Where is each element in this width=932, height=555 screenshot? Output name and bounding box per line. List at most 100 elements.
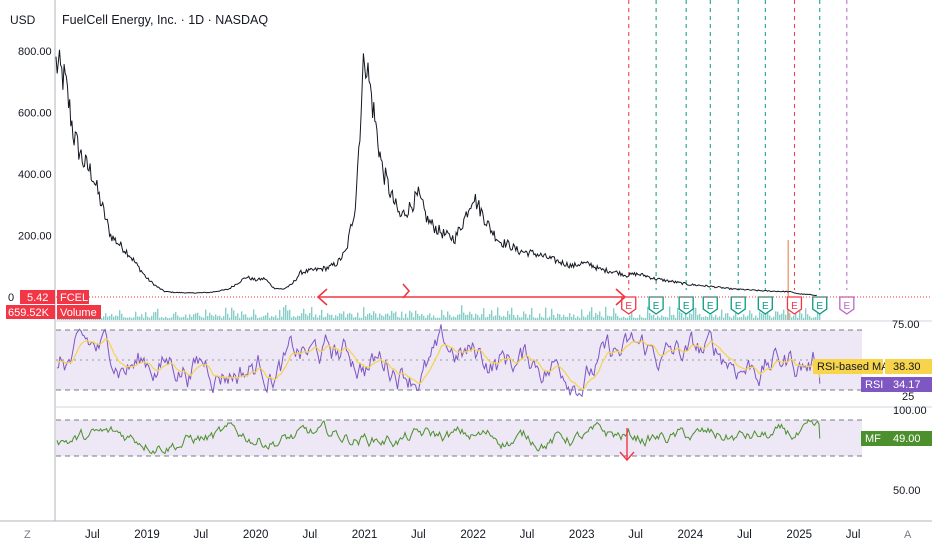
price-tick-label: 200.00: [18, 230, 52, 242]
price-tag-box: [20, 290, 55, 304]
volume-bar: [303, 308, 305, 320]
volume-bar: [583, 316, 585, 320]
mf-down-arrow-head: [619, 451, 635, 462]
volume-bar: [243, 314, 245, 320]
volume-bar: [783, 309, 785, 320]
volume-bar: [363, 307, 365, 320]
volume-bar: [681, 312, 683, 320]
volume-bar: [513, 314, 515, 320]
volume-bar: [297, 315, 299, 320]
volume-bar: [153, 312, 155, 320]
volume-bar: [371, 315, 373, 320]
volume-tag-label-box: [57, 305, 101, 319]
corner-left-z[interactable]: Z: [24, 529, 31, 541]
volume-bar: [107, 316, 109, 320]
volume-bar: [563, 314, 565, 320]
volume-bar: [637, 317, 639, 320]
volume-bar: [489, 313, 491, 320]
mf-value: 49.00: [893, 433, 921, 445]
earnings-marker[interactable]: E: [812, 296, 828, 315]
volume-bar: [305, 313, 307, 320]
earnings-marker[interactable]: E: [730, 296, 746, 315]
volume-bar: [505, 316, 507, 320]
volume-bar: [131, 317, 133, 320]
volume-bar: [757, 317, 759, 320]
volume-bar: [713, 317, 715, 320]
volume-bar: [595, 312, 597, 320]
volume-bar: [395, 311, 397, 320]
volume-bar: [735, 312, 737, 320]
volume-bar: [691, 314, 693, 320]
volume-bar: [509, 314, 511, 320]
earnings-marker[interactable]: E: [678, 296, 694, 315]
volume-bar: [141, 314, 143, 320]
earnings-marker-shape: [786, 296, 803, 315]
mf-down-arrow-drawing[interactable]: [619, 428, 635, 462]
volume-bar: [235, 315, 237, 320]
earnings-marker[interactable]: E: [648, 296, 664, 315]
volume-bar: [147, 316, 149, 320]
volume-bar: [125, 317, 127, 320]
volume-bar: [733, 315, 735, 320]
volume-bar: [633, 317, 635, 320]
volume-bar: [607, 315, 609, 320]
rsi-value: 34.17: [893, 379, 921, 391]
volume-bar: [135, 311, 137, 320]
earnings-marker[interactable]: E: [621, 296, 637, 315]
volume-bar: [187, 317, 189, 320]
earnings-marker[interactable]: E: [702, 296, 718, 315]
volume-bar: [707, 316, 709, 320]
volume-bar: [227, 313, 229, 320]
earnings-marker[interactable]: E: [757, 296, 773, 315]
earnings-marker[interactable]: E: [786, 296, 803, 315]
volume-bar: [589, 311, 591, 320]
volume-bar: [373, 311, 375, 320]
earnings-marker-letter: E: [762, 301, 769, 312]
earnings-marker-letter: E: [735, 301, 742, 312]
volume-bar: [573, 314, 575, 320]
volume-bar: [253, 309, 255, 320]
corner-right-a[interactable]: A: [904, 529, 912, 541]
volume-bar: [553, 314, 555, 320]
volume-bar: [569, 313, 571, 320]
rsi-legend-name: RSI: [865, 379, 883, 391]
volume-bar: [385, 313, 387, 320]
volume-bar: [423, 315, 425, 320]
volume-bar: [397, 316, 399, 320]
volume-bar: [421, 313, 423, 320]
volume-bar: [803, 317, 805, 320]
volume-bar: [369, 313, 371, 320]
volume-bar: [341, 313, 343, 320]
volume-bar: [133, 317, 135, 320]
volume-bar: [179, 317, 181, 320]
volume-bar: [283, 307, 285, 320]
chart-title[interactable]: FuelCell Energy, Inc. · 1D · NASDAQ: [62, 13, 268, 27]
volume-bar: [331, 314, 333, 320]
volume-bar: [323, 317, 325, 320]
volume-bar: [623, 316, 625, 320]
volume-bar: [393, 313, 395, 320]
volume-bar: [643, 317, 645, 320]
volume-bar: [669, 306, 671, 320]
volume-bar: [365, 316, 367, 320]
volume-bar: [137, 316, 139, 320]
volume-bar: [329, 314, 331, 320]
volume-bar: [727, 313, 729, 320]
volume-bar: [265, 315, 267, 320]
earnings-marker[interactable]: E: [839, 296, 855, 315]
volume-bar: [199, 315, 201, 320]
earnings-marker-letter: E: [816, 301, 823, 312]
volume-bar: [723, 317, 725, 320]
range-arrow-drawing[interactable]: [316, 283, 627, 306]
volume-bar: [469, 311, 471, 320]
volume-bar: [237, 313, 239, 320]
rsi-ma-line: [56, 338, 821, 391]
volume-bar: [431, 317, 433, 320]
volume-bar: [307, 315, 309, 320]
volume-bar: [249, 317, 251, 320]
volume-bar: [527, 317, 529, 320]
volume-bar: [251, 316, 253, 320]
volume-bar: [123, 317, 125, 320]
volume-bar: [593, 316, 595, 320]
